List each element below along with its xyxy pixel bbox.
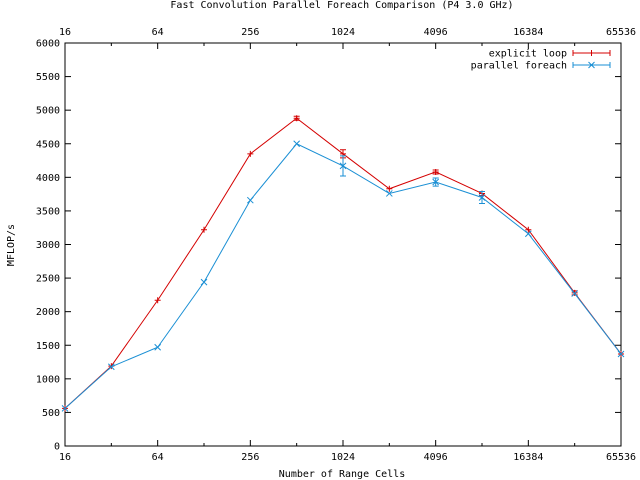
y-tick-label: 1500 <box>36 341 60 352</box>
y-tick-label: 0 <box>54 442 60 453</box>
legend-whisker-parallel-foreach <box>572 62 611 68</box>
y-tick-label: 4500 <box>36 139 60 150</box>
legend-marker-parallel-foreach <box>588 61 595 69</box>
y-tick-label: 2000 <box>36 307 60 318</box>
data-point-parallel-foreach <box>524 230 532 238</box>
y-tick-label: 5000 <box>36 106 60 117</box>
x-tick-label-bottom: 64 <box>152 452 164 463</box>
plot-area: 0 500 1000 1500 2000 2500 3000 3500 4000 4500 5000… <box>36 27 636 463</box>
data-point-parallel-foreach <box>339 162 347 170</box>
y-tick-label: 4000 <box>36 173 60 184</box>
x-tick-label-bottom: 1024 <box>331 452 355 463</box>
x-tick-label-top: 65536 <box>606 27 636 38</box>
data-point-parallel-foreach <box>61 405 69 412</box>
plot-frame <box>64 42 622 447</box>
x-tick-label-bottom: 16 <box>59 452 71 463</box>
data-point-parallel-foreach <box>154 343 162 351</box>
x-tick-label-top: 16384 <box>513 27 543 38</box>
y-tick-label: 3000 <box>36 240 60 251</box>
y-tick-label: 5500 <box>36 72 60 83</box>
x-tick-label-top: 1024 <box>331 27 355 38</box>
data-point-explicit-loop <box>432 168 439 175</box>
data-point-explicit-loop <box>525 226 532 233</box>
data-point-parallel-foreach <box>478 194 486 201</box>
legend-label-parallel-foreach: parallel foreach <box>471 61 567 72</box>
legend-whisker-explicit-loop <box>572 50 611 56</box>
y-tick-label: 500 <box>42 408 60 419</box>
x-tick-label-bottom: 65536 <box>606 452 636 463</box>
x-tick-label-bottom: 4096 <box>424 452 448 463</box>
series-line-parallel-foreach <box>64 143 622 409</box>
data-point-parallel-foreach <box>385 190 393 197</box>
legend-label-explicit-loop: explicit loop <box>489 49 567 60</box>
y-tick-label: 6000 <box>36 39 60 50</box>
x-axis-label: Number of Range Cells <box>279 469 405 480</box>
data-point-explicit-loop <box>293 115 300 122</box>
data-point-parallel-foreach <box>107 363 115 371</box>
x-tick-label-bottom: 256 <box>241 452 259 463</box>
data-point-explicit-loop <box>386 185 393 192</box>
y-tick-label: 2500 <box>36 274 60 285</box>
data-point-parallel-foreach <box>432 178 440 186</box>
y-tick-label: 3500 <box>36 206 60 217</box>
x-tick-label-top: 64 <box>152 27 164 38</box>
data-point-explicit-loop <box>154 297 161 304</box>
data-point-parallel-foreach <box>200 278 208 286</box>
legend-marker-explicit-loop <box>588 50 595 56</box>
data-point-explicit-loop <box>201 226 207 233</box>
data-point-parallel-foreach <box>293 140 301 148</box>
y-tick-label: 1000 <box>36 374 60 385</box>
data-point-explicit-loop <box>247 150 254 157</box>
x-tick-label-top: 256 <box>241 27 259 38</box>
chart-title: Fast Convolution Parallel Foreach Compar… <box>170 0 513 11</box>
x-tick-label-bottom: 16384 <box>513 452 543 463</box>
x-tick-label-top: 16 <box>59 27 71 38</box>
x-tick-label-top: 4096 <box>424 27 448 38</box>
data-point-parallel-foreach <box>246 196 254 204</box>
y-axis-label: MFLOP/s <box>6 224 17 266</box>
data-point-parallel-foreach <box>617 350 625 358</box>
data-point-parallel-foreach <box>571 290 579 297</box>
